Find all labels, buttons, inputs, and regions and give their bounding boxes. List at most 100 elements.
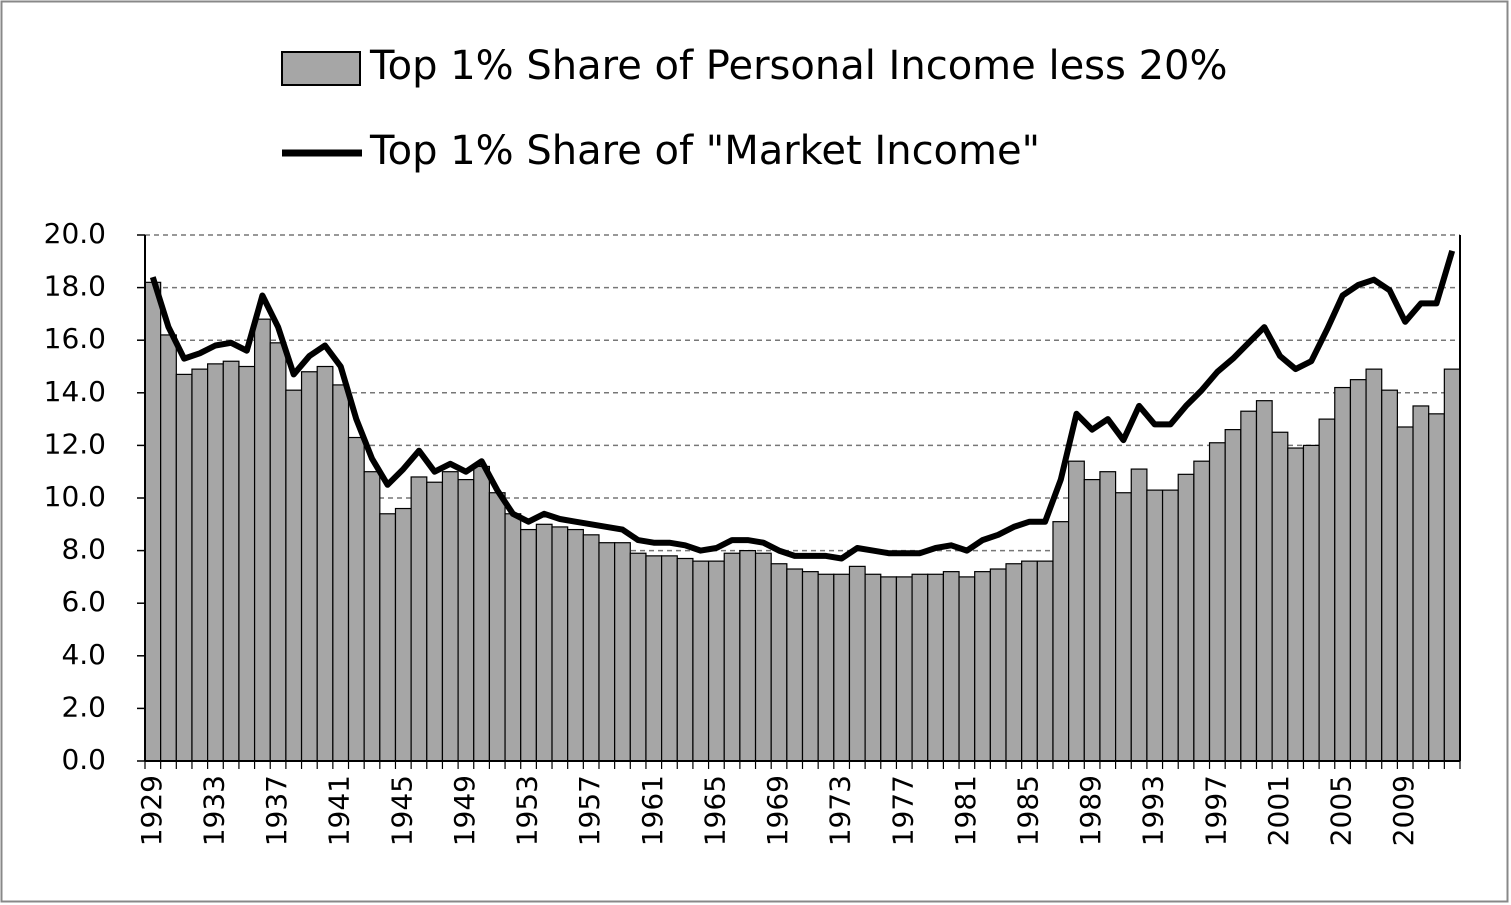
- bar: [1443, 368, 1461, 762]
- x-tick-label: 1929: [135, 775, 168, 846]
- bar: [1224, 429, 1242, 762]
- bar: [551, 526, 569, 762]
- x-tick-label: 1993: [1137, 775, 1170, 846]
- x-tick-label: 1953: [511, 775, 544, 846]
- bar: [723, 552, 741, 762]
- bar: [801, 571, 819, 762]
- bar: [520, 528, 537, 762]
- bar: [269, 342, 287, 762]
- legend-label: Top 1% Share of "Market Income": [369, 128, 1040, 174]
- bar: [1099, 471, 1117, 762]
- bar: [535, 523, 553, 762]
- bar: [1255, 400, 1273, 762]
- bar: [410, 476, 428, 762]
- bar: [911, 573, 929, 762]
- bar: [207, 363, 224, 762]
- bar: [1365, 368, 1383, 762]
- bar: [614, 542, 631, 762]
- bar: [1349, 379, 1367, 762]
- y-tick-label: 18.0: [44, 270, 106, 303]
- y-tick-label: 16.0: [44, 322, 106, 355]
- bar: [989, 568, 1007, 762]
- bar: [676, 557, 694, 762]
- bar: [175, 373, 193, 762]
- y-tick-label: 6.0: [61, 585, 106, 618]
- bar: [754, 552, 772, 762]
- bar: [144, 281, 162, 762]
- bar: [253, 318, 271, 762]
- bar: [1193, 460, 1211, 762]
- bar: [582, 534, 600, 762]
- y-tick-label: 12.0: [44, 427, 106, 460]
- bar: [661, 555, 678, 762]
- x-tick-label: 2005: [1325, 775, 1358, 846]
- bar: [895, 576, 913, 762]
- x-tick-label: 1937: [260, 775, 293, 846]
- x-tick-label: 1989: [1074, 775, 1107, 846]
- bar: [160, 334, 177, 762]
- bar: [1240, 410, 1258, 762]
- bar: [285, 389, 303, 762]
- bar: [1005, 563, 1023, 762]
- bar: [645, 555, 663, 762]
- line: [149, 249, 1456, 562]
- bar: [426, 481, 444, 762]
- bar: [504, 513, 522, 762]
- x-tick-label: 1965: [698, 775, 731, 846]
- legend-swatch: [281, 51, 361, 86]
- bar: [770, 563, 788, 762]
- bar: [1208, 442, 1226, 762]
- y-tick-label: 10.0: [44, 480, 106, 513]
- y-tick-label: 20.0: [44, 217, 106, 250]
- bar: [300, 371, 318, 762]
- x-tick-label: 2009: [1387, 775, 1420, 846]
- bar: [1068, 460, 1085, 762]
- bar: [222, 360, 240, 762]
- bar: [833, 573, 851, 762]
- bar: [739, 549, 757, 762]
- bar: [817, 573, 835, 762]
- y-tick-label: 8.0: [61, 533, 106, 566]
- bar: [1036, 560, 1054, 762]
- x-tick-label: 1997: [1199, 775, 1232, 846]
- bar: [473, 465, 491, 762]
- bar: [394, 507, 412, 762]
- y-tick-label: 2.0: [61, 690, 106, 723]
- bar: [457, 478, 475, 762]
- x-tick-label: 2001: [1262, 775, 1295, 846]
- bar: [927, 573, 944, 762]
- bar: [441, 471, 459, 762]
- x-tick-label: 1961: [636, 775, 669, 846]
- bar: [1146, 489, 1164, 762]
- bar: [347, 436, 365, 762]
- bar: [238, 365, 256, 762]
- bar: [1302, 444, 1320, 762]
- x-tick-label: 1945: [385, 775, 418, 846]
- x-tick-label: 1933: [197, 775, 230, 846]
- bar: [1161, 489, 1179, 762]
- x-tick-label: 1949: [448, 775, 481, 846]
- bar: [1334, 386, 1352, 762]
- bar: [1287, 447, 1305, 762]
- bar: [692, 560, 710, 762]
- bar: [629, 552, 647, 762]
- bar: [1271, 431, 1289, 762]
- y-tick-label: 14.0: [44, 375, 106, 408]
- bar: [1318, 418, 1336, 762]
- x-tick-label: 1941: [323, 775, 356, 846]
- bar: [191, 368, 209, 762]
- bar: [1083, 478, 1101, 762]
- bar: [379, 513, 397, 762]
- x-tick-label: 1969: [761, 775, 794, 846]
- x-tick-label: 1977: [886, 775, 919, 846]
- bar: [488, 492, 506, 762]
- legend-label: Top 1% Share of Personal Income less 20%: [369, 43, 1227, 89]
- bar: [363, 471, 381, 762]
- bar: [848, 565, 866, 762]
- y-tick-label: 0.0: [61, 743, 106, 776]
- bar: [786, 568, 804, 762]
- bar: [1021, 560, 1038, 762]
- y-tick-label: 4.0: [61, 638, 106, 671]
- bar: [1130, 468, 1148, 762]
